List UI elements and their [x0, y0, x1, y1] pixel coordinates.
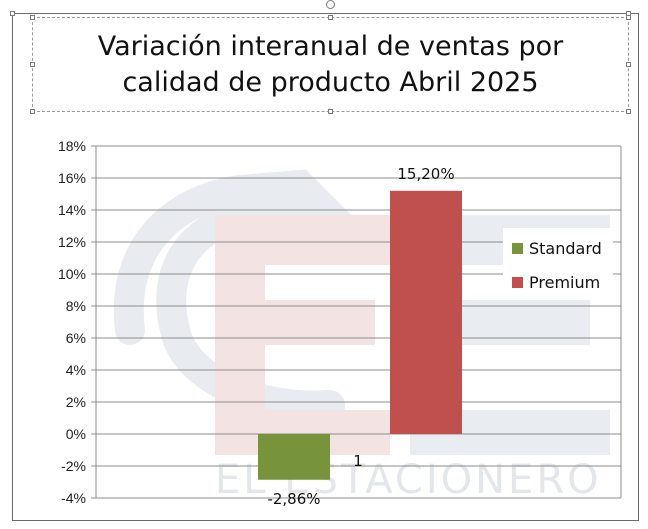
y-tick-label: 0% — [66, 426, 86, 442]
data-label-standard: -2,86% — [267, 490, 320, 508]
resize-handle-bottom-mid[interactable] — [328, 109, 333, 114]
y-tick-label: -2% — [61, 458, 86, 474]
y-tick-label: 4% — [66, 362, 86, 378]
frame-handle-top-right[interactable] — [626, 11, 631, 16]
y-tick-label: 2% — [66, 394, 86, 410]
legend-label-standard: Standard — [529, 239, 602, 258]
y-tick-label: 8% — [66, 298, 86, 314]
rotate-handle[interactable] — [326, 0, 335, 9]
grid-lines — [91, 145, 622, 499]
y-tick-label: 6% — [66, 330, 86, 346]
y-tick-label: -4% — [61, 490, 86, 506]
legend-swatch-premium — [512, 277, 523, 288]
chart-title: Variación interanual de ventas por calid… — [97, 30, 564, 98]
y-axis-ticks: -4% -2% 0% 2% 4% 6% 8% 10% 12% 14% 16% 18% — [58, 138, 86, 506]
legend[interactable]: Standard Premium — [503, 228, 613, 300]
resize-handle-bottom-right[interactable] — [626, 109, 631, 114]
y-tick-label: 14% — [58, 202, 86, 218]
bar-premium — [390, 190, 462, 434]
x-category-label: 1 — [353, 452, 363, 470]
bars — [258, 190, 462, 480]
data-label-premium: 15,20% — [397, 165, 454, 183]
resize-handle-top-mid[interactable] — [328, 15, 333, 20]
resize-handle-top-left[interactable] — [30, 15, 35, 20]
bar-standard — [258, 434, 330, 480]
x-axis-categories: 1 — [353, 452, 363, 470]
y-tick-label: 10% — [58, 266, 86, 282]
resize-handle-mid-right[interactable] — [626, 62, 631, 67]
y-tick-label: 16% — [58, 170, 86, 186]
legend-label-premium: Premium — [529, 273, 600, 292]
data-labels: -2,86% 15,20% — [267, 165, 454, 508]
y-tick-label: 18% — [58, 138, 86, 154]
resize-handle-bottom-left[interactable] — [30, 109, 35, 114]
resize-handle-mid-left[interactable] — [30, 62, 35, 67]
y-tick-label: 12% — [58, 234, 86, 250]
legend-swatch-standard — [512, 243, 523, 254]
frame-handle-top-left[interactable] — [10, 11, 15, 16]
